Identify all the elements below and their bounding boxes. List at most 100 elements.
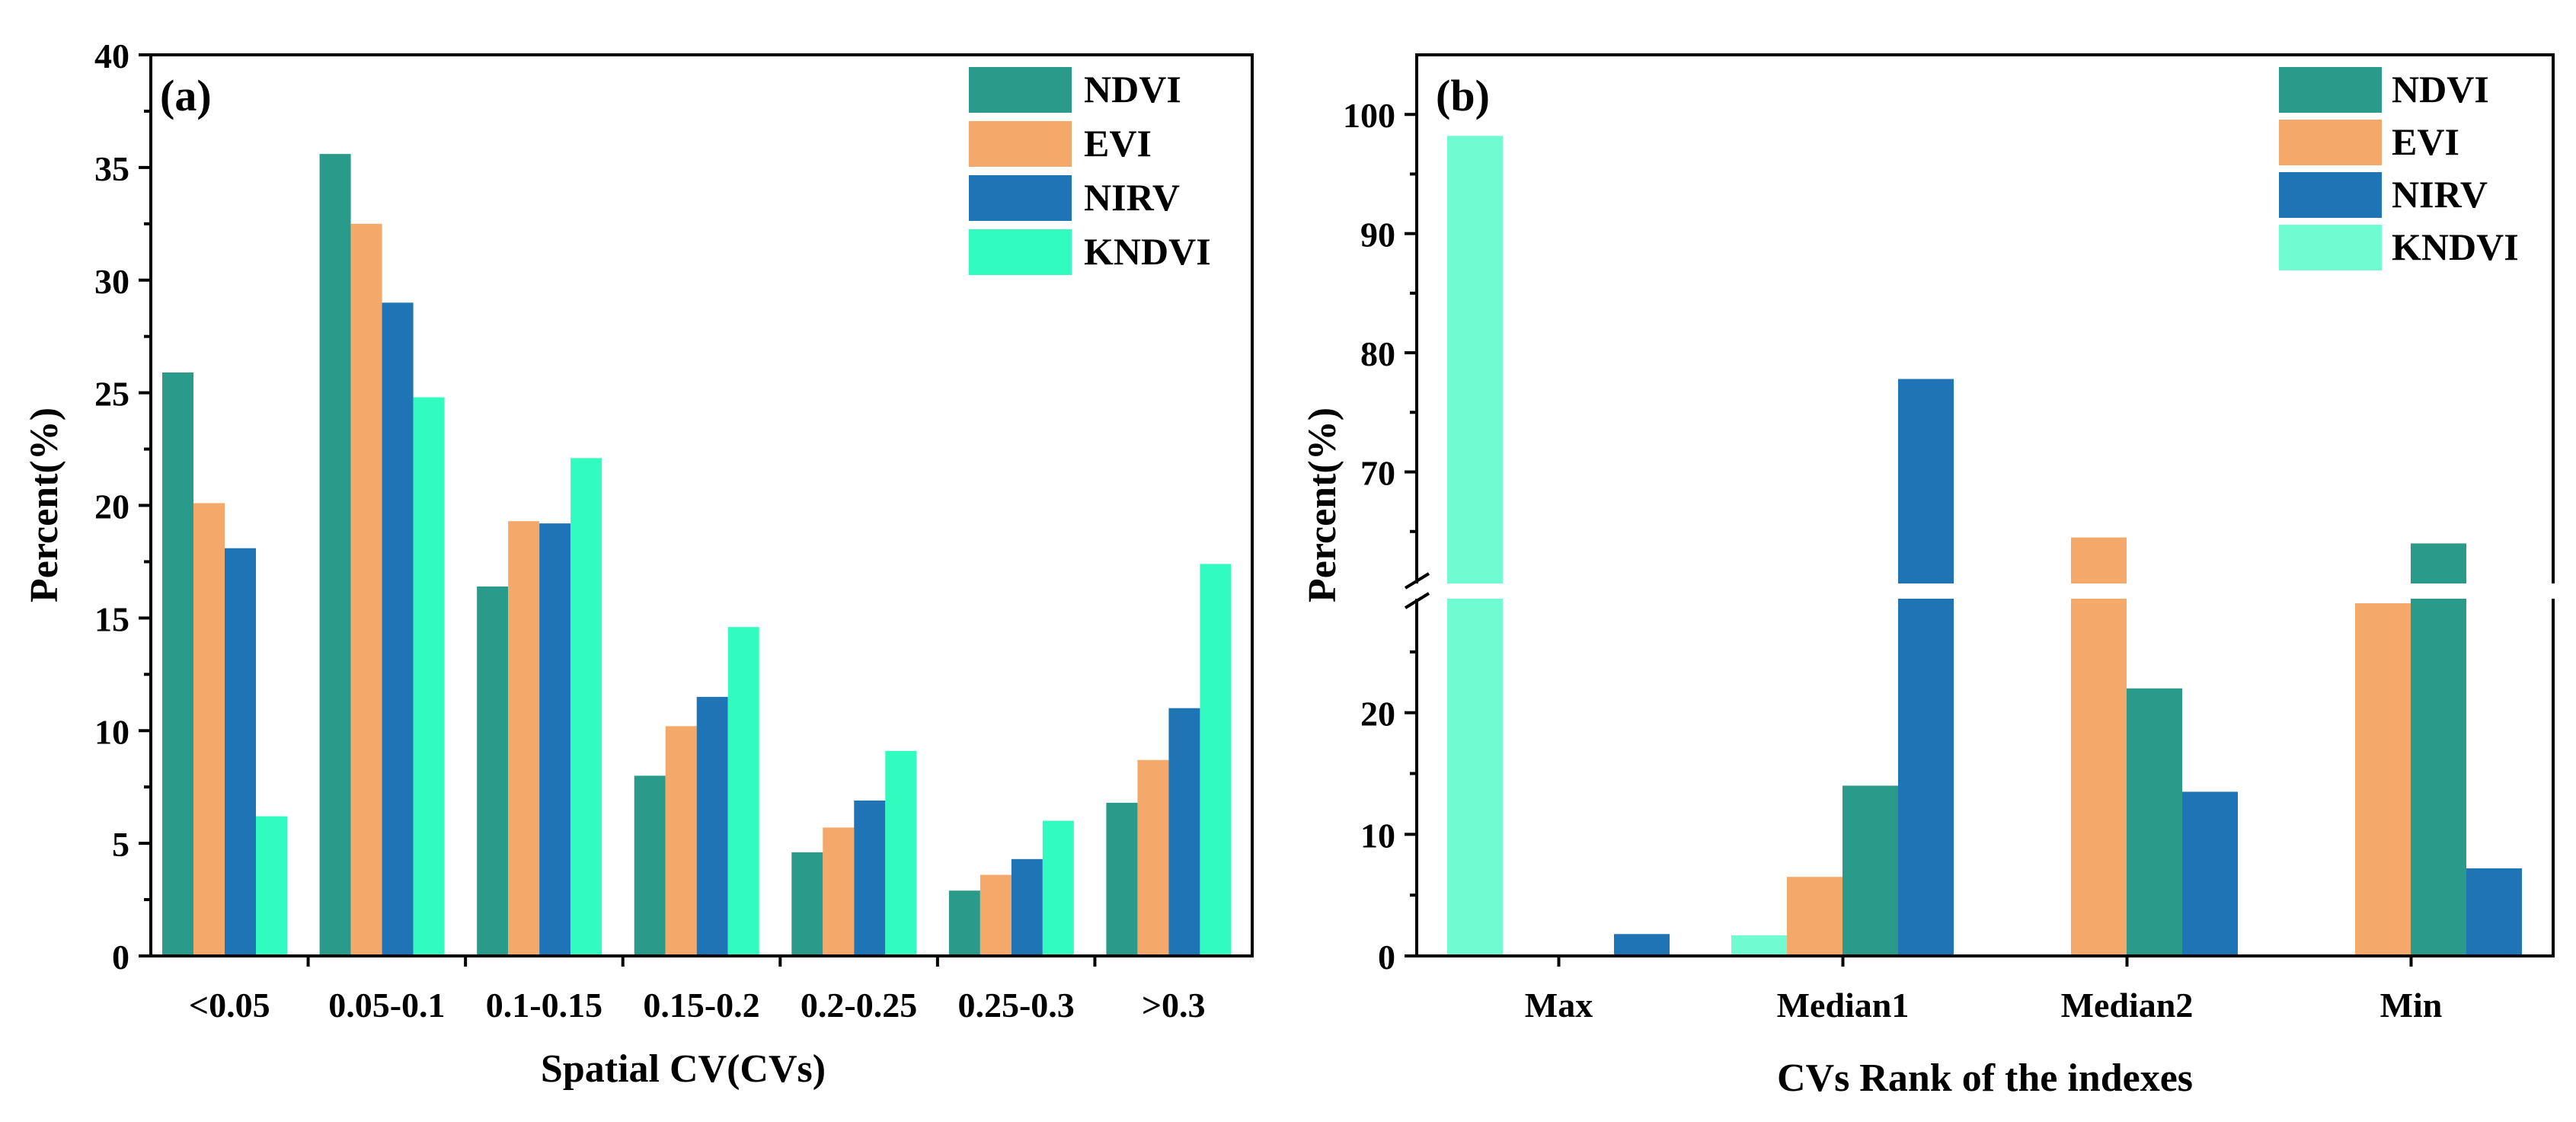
- legend-b-label-kndvi: KNDVI: [2392, 225, 2519, 268]
- bar-a-ndvi-0-3: [1106, 802, 1138, 956]
- b-xtick-label: Median2: [2061, 986, 2194, 1025]
- bar-a-kndvi-0-05-0-1: [413, 397, 445, 956]
- a-ytick-label: 20: [94, 487, 129, 526]
- panel-a-bars: [162, 154, 1232, 956]
- bar-b-ndvi-median1: [1843, 785, 1898, 956]
- bar-a-nirv-0-05-0-1: [382, 302, 414, 956]
- bar-a-evi-0-15-0-2: [665, 726, 697, 956]
- bar-b-nirv-median2: [2182, 791, 2238, 956]
- legend-b-label-ndvi: NDVI: [2392, 68, 2489, 110]
- b-ytick-label: 0: [1378, 938, 1395, 977]
- bar-b-kndvi-median1: [1731, 935, 1787, 956]
- b-ytick-label: 100: [1343, 96, 1395, 135]
- panel-b-bars: [1447, 136, 2522, 957]
- legend-a-label-kndvi: KNDVI: [1084, 230, 1211, 273]
- bar-a-ndvi-0-1-0-15: [477, 586, 509, 956]
- panel-a-x-axis-title: Spatial CV(CVs): [541, 1047, 826, 1091]
- legend-a-swatch-nirv: [969, 175, 1072, 221]
- bar-a-evi-0-05: [193, 503, 225, 956]
- bar-a-evi-0-2-0-25: [823, 827, 855, 956]
- legend-b-swatch-evi: [2279, 120, 2382, 165]
- legend-a-swatch-ndvi: [969, 67, 1072, 113]
- panel-b-axis-break: [1404, 572, 2561, 609]
- panel-a-chart: 0 5 10 15 20 25 30 35 40 <0.05 0.05-0.1 0.1-0.15 0.…: [23, 37, 1254, 1091]
- legend-b-label-nirv: NIRV: [2392, 173, 2488, 216]
- a-ytick-label: 0: [112, 938, 129, 977]
- axis-break-mark-upper: [1404, 572, 1430, 590]
- panel-a-legend: NDVI EVI NIRV KNDVI: [969, 67, 1211, 275]
- legend-b-swatch-kndvi: [2279, 225, 2382, 270]
- bar-a-kndvi-0-05: [256, 816, 287, 956]
- bar-a-nirv-0-2-0-25: [854, 800, 886, 956]
- bar-a-ndvi-0-2-0-25: [791, 852, 823, 956]
- panel-b-y-axis: 0 10 20 70 80 90 100: [1343, 96, 1417, 977]
- axis-break-mark-lower: [1404, 592, 1430, 609]
- bar-a-kndvi-0-25-0-3: [1042, 820, 1074, 956]
- bar-a-ndvi-0-15-0-2: [634, 775, 666, 956]
- legend-b-label-evi: EVI: [2392, 120, 2459, 163]
- legend-a-swatch-evi: [969, 121, 1072, 167]
- bar-b-nirv-max: [1614, 934, 1670, 956]
- bar-a-evi-0-25-0-3: [980, 874, 1012, 956]
- bar-a-nirv-0-15-0-2: [696, 696, 728, 956]
- bar-a-evi-0-1-0-15: [508, 521, 540, 956]
- panel-a-y-axis-title: Percent(%): [23, 408, 66, 603]
- a-xtick-label: 0.25-0.3: [957, 986, 1074, 1025]
- b-ytick-label: 70: [1360, 454, 1395, 493]
- panel-a-y-axis: 0 5 10 15 20 25 30 35 40: [94, 37, 151, 977]
- b-ytick-label: 20: [1360, 695, 1395, 734]
- legend-b-swatch-nirv: [2279, 172, 2382, 218]
- panel-b-x-axis-title: CVs Rank of the indexes: [1777, 1056, 2193, 1100]
- legend-a-label-ndvi: NDVI: [1084, 68, 1181, 110]
- panel-a-label: (a): [160, 71, 212, 120]
- a-xtick-label: 0.05-0.1: [328, 986, 445, 1025]
- legend-b-swatch-ndvi: [2279, 67, 2382, 113]
- panel-b-y-axis-title: Percent(%): [1301, 408, 1344, 603]
- bar-b-nirv-min: [2466, 868, 2522, 956]
- bar-a-nirv-0-3: [1168, 708, 1200, 956]
- bar-a-kndvi-0-1-0-15: [570, 458, 602, 956]
- bar-b-nirv-median1: [1898, 379, 1954, 956]
- bar-a-kndvi-0-15-0-2: [727, 627, 759, 956]
- a-xtick-label: 0.1-0.15: [486, 986, 602, 1025]
- legend-a-label-nirv: NIRV: [1084, 176, 1180, 219]
- bar-b-evi-min: [2355, 603, 2411, 956]
- bar-b-evi-median2: [2071, 537, 2127, 956]
- bar-a-evi-0-05-0-1: [350, 223, 382, 956]
- bar-a-ndvi-0-25-0-3: [948, 890, 980, 956]
- bar-a-nirv-0-25-0-3: [1011, 858, 1043, 956]
- bar-b-kndvi-max: [1447, 136, 1503, 957]
- bar-b-ndvi-median2: [2127, 688, 2182, 956]
- b-xtick-label: Max: [1525, 986, 1593, 1025]
- a-ytick-label: 30: [94, 262, 129, 301]
- b-xtick-label: Median1: [1777, 986, 1910, 1025]
- a-ytick-label: 25: [94, 375, 129, 414]
- a-ytick-label: 35: [94, 149, 129, 188]
- bar-a-ndvi-0-05: [162, 372, 193, 956]
- legend-a-swatch-kndvi: [969, 229, 1072, 275]
- panel-b-label: (b): [1436, 71, 1490, 120]
- a-ytick-label: 15: [94, 599, 129, 638]
- a-ytick-label: 40: [94, 37, 129, 75]
- b-ytick-label: 90: [1360, 216, 1395, 254]
- bar-a-ndvi-0-05-0-1: [319, 154, 351, 956]
- a-ytick-label: 5: [112, 825, 129, 864]
- bar-a-evi-0-3: [1137, 759, 1169, 956]
- b-ytick-label: 80: [1360, 334, 1395, 373]
- a-xtick-label: <0.05: [189, 986, 270, 1025]
- axis-break-gap: [1409, 583, 2561, 599]
- legend-a-label-evi: EVI: [1084, 122, 1152, 165]
- a-xtick-label: >0.3: [1142, 986, 1206, 1025]
- a-xtick-label: 0.2-0.25: [801, 986, 917, 1025]
- bar-a-kndvi-0-3: [1200, 564, 1232, 956]
- panel-a-x-axis: <0.05 0.05-0.1 0.1-0.15 0.15-0.2 0.2-0.25 0.2…: [189, 956, 1206, 1025]
- a-ytick-label: 10: [94, 712, 129, 751]
- bar-a-nirv-0-05: [225, 548, 256, 956]
- b-ytick-label: 10: [1360, 816, 1395, 855]
- panel-b-plot-frame: [1415, 53, 2555, 957]
- panel-b-legend: NDVI EVI NIRV KNDVI: [2279, 67, 2519, 270]
- bar-b-ndvi-min: [2411, 543, 2466, 956]
- a-xtick-label: 0.15-0.2: [643, 986, 759, 1025]
